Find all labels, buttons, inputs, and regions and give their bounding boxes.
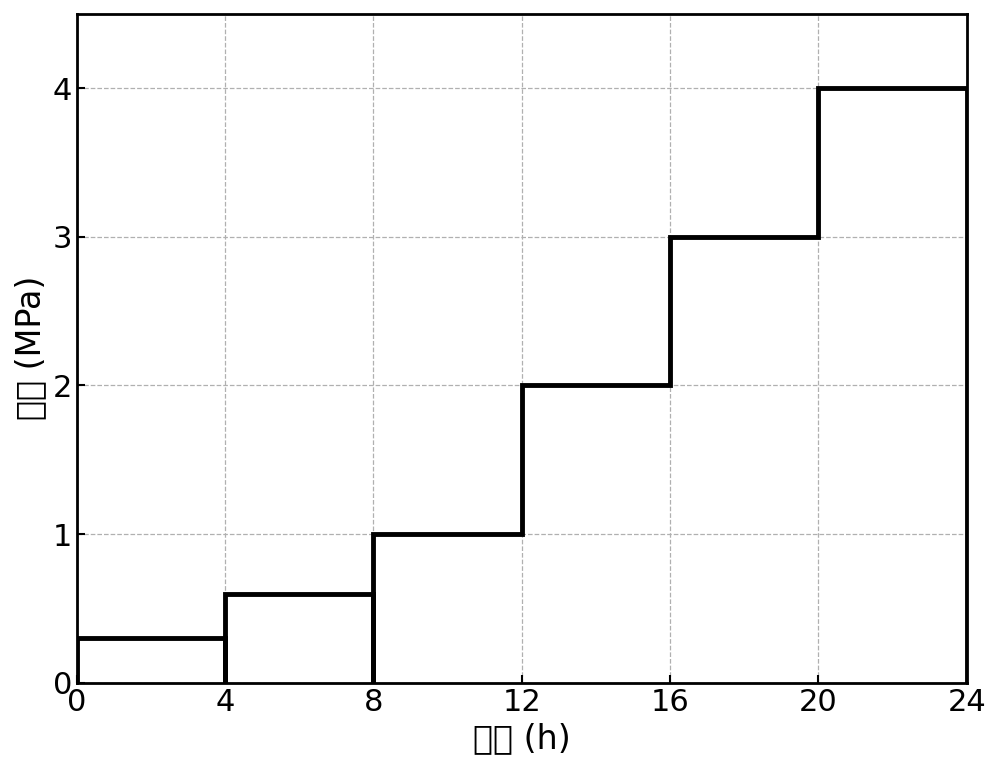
X-axis label: 时间 (h): 时间 (h)	[473, 722, 571, 755]
Y-axis label: 应力 (MPa): 应力 (MPa)	[14, 276, 47, 421]
